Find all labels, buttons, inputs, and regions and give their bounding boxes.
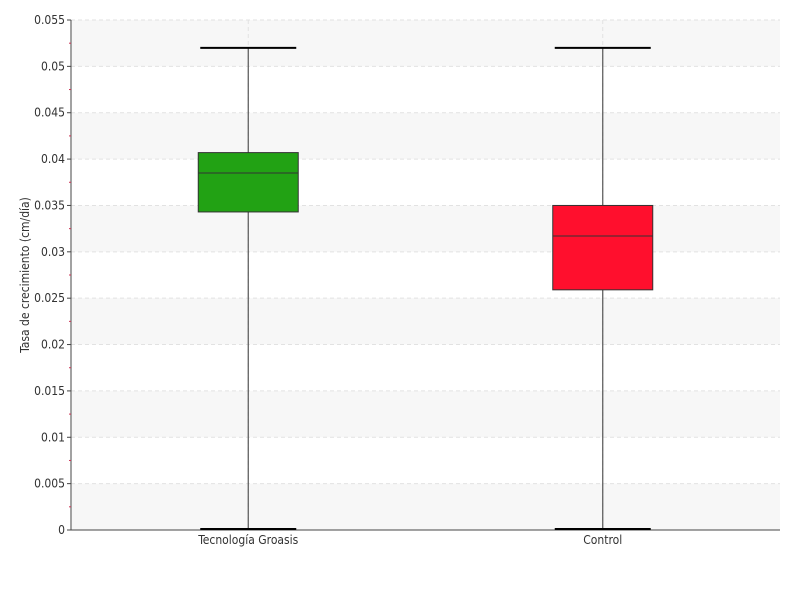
y-tick-label: 0.03	[41, 245, 65, 259]
y-tick-label: 0.01	[41, 430, 65, 444]
box-group	[197, 20, 299, 530]
y-tick-label: 0.015	[34, 384, 65, 398]
y-tick-label: 0.045	[34, 106, 65, 120]
grid-band	[72, 390, 780, 438]
y-ticks: 0 0.005 0.01 0.015 0.02 0.025 0.03 0.035 0.04 0.0…	[34, 13, 71, 537]
x-tick-labels: Tecnología Groasis Control	[197, 533, 622, 547]
x-tick-label: Tecnología Groasis	[197, 533, 298, 547]
boxes	[197, 20, 654, 530]
box-iqr	[552, 204, 654, 291]
y-tick-label: 0.05	[41, 59, 65, 73]
x-tick-label: Control	[583, 533, 622, 547]
y-tick-label: 0	[58, 523, 65, 537]
grid-lines	[71, 19, 780, 485]
axes	[70, 20, 780, 531]
y-tick-label: 0.02	[41, 338, 65, 352]
y-tick-label: 0.04	[41, 152, 65, 166]
grid-band	[72, 112, 780, 160]
box-group	[552, 20, 654, 530]
box-iqr	[197, 152, 299, 213]
y-tick-label: 0.055	[34, 13, 65, 27]
y-axis-title: Tasa de crecimiento (cm/día)	[18, 197, 32, 354]
y-tick-label: 0.025	[34, 291, 65, 305]
grid-band	[72, 298, 780, 345]
y-tick-label: 0.035	[34, 198, 65, 212]
grid-bands	[72, 20, 780, 530]
grid-band	[72, 483, 780, 530]
y-tick-label: 0.005	[34, 477, 65, 491]
grid-band	[72, 20, 780, 67]
grid-band	[72, 205, 780, 252]
